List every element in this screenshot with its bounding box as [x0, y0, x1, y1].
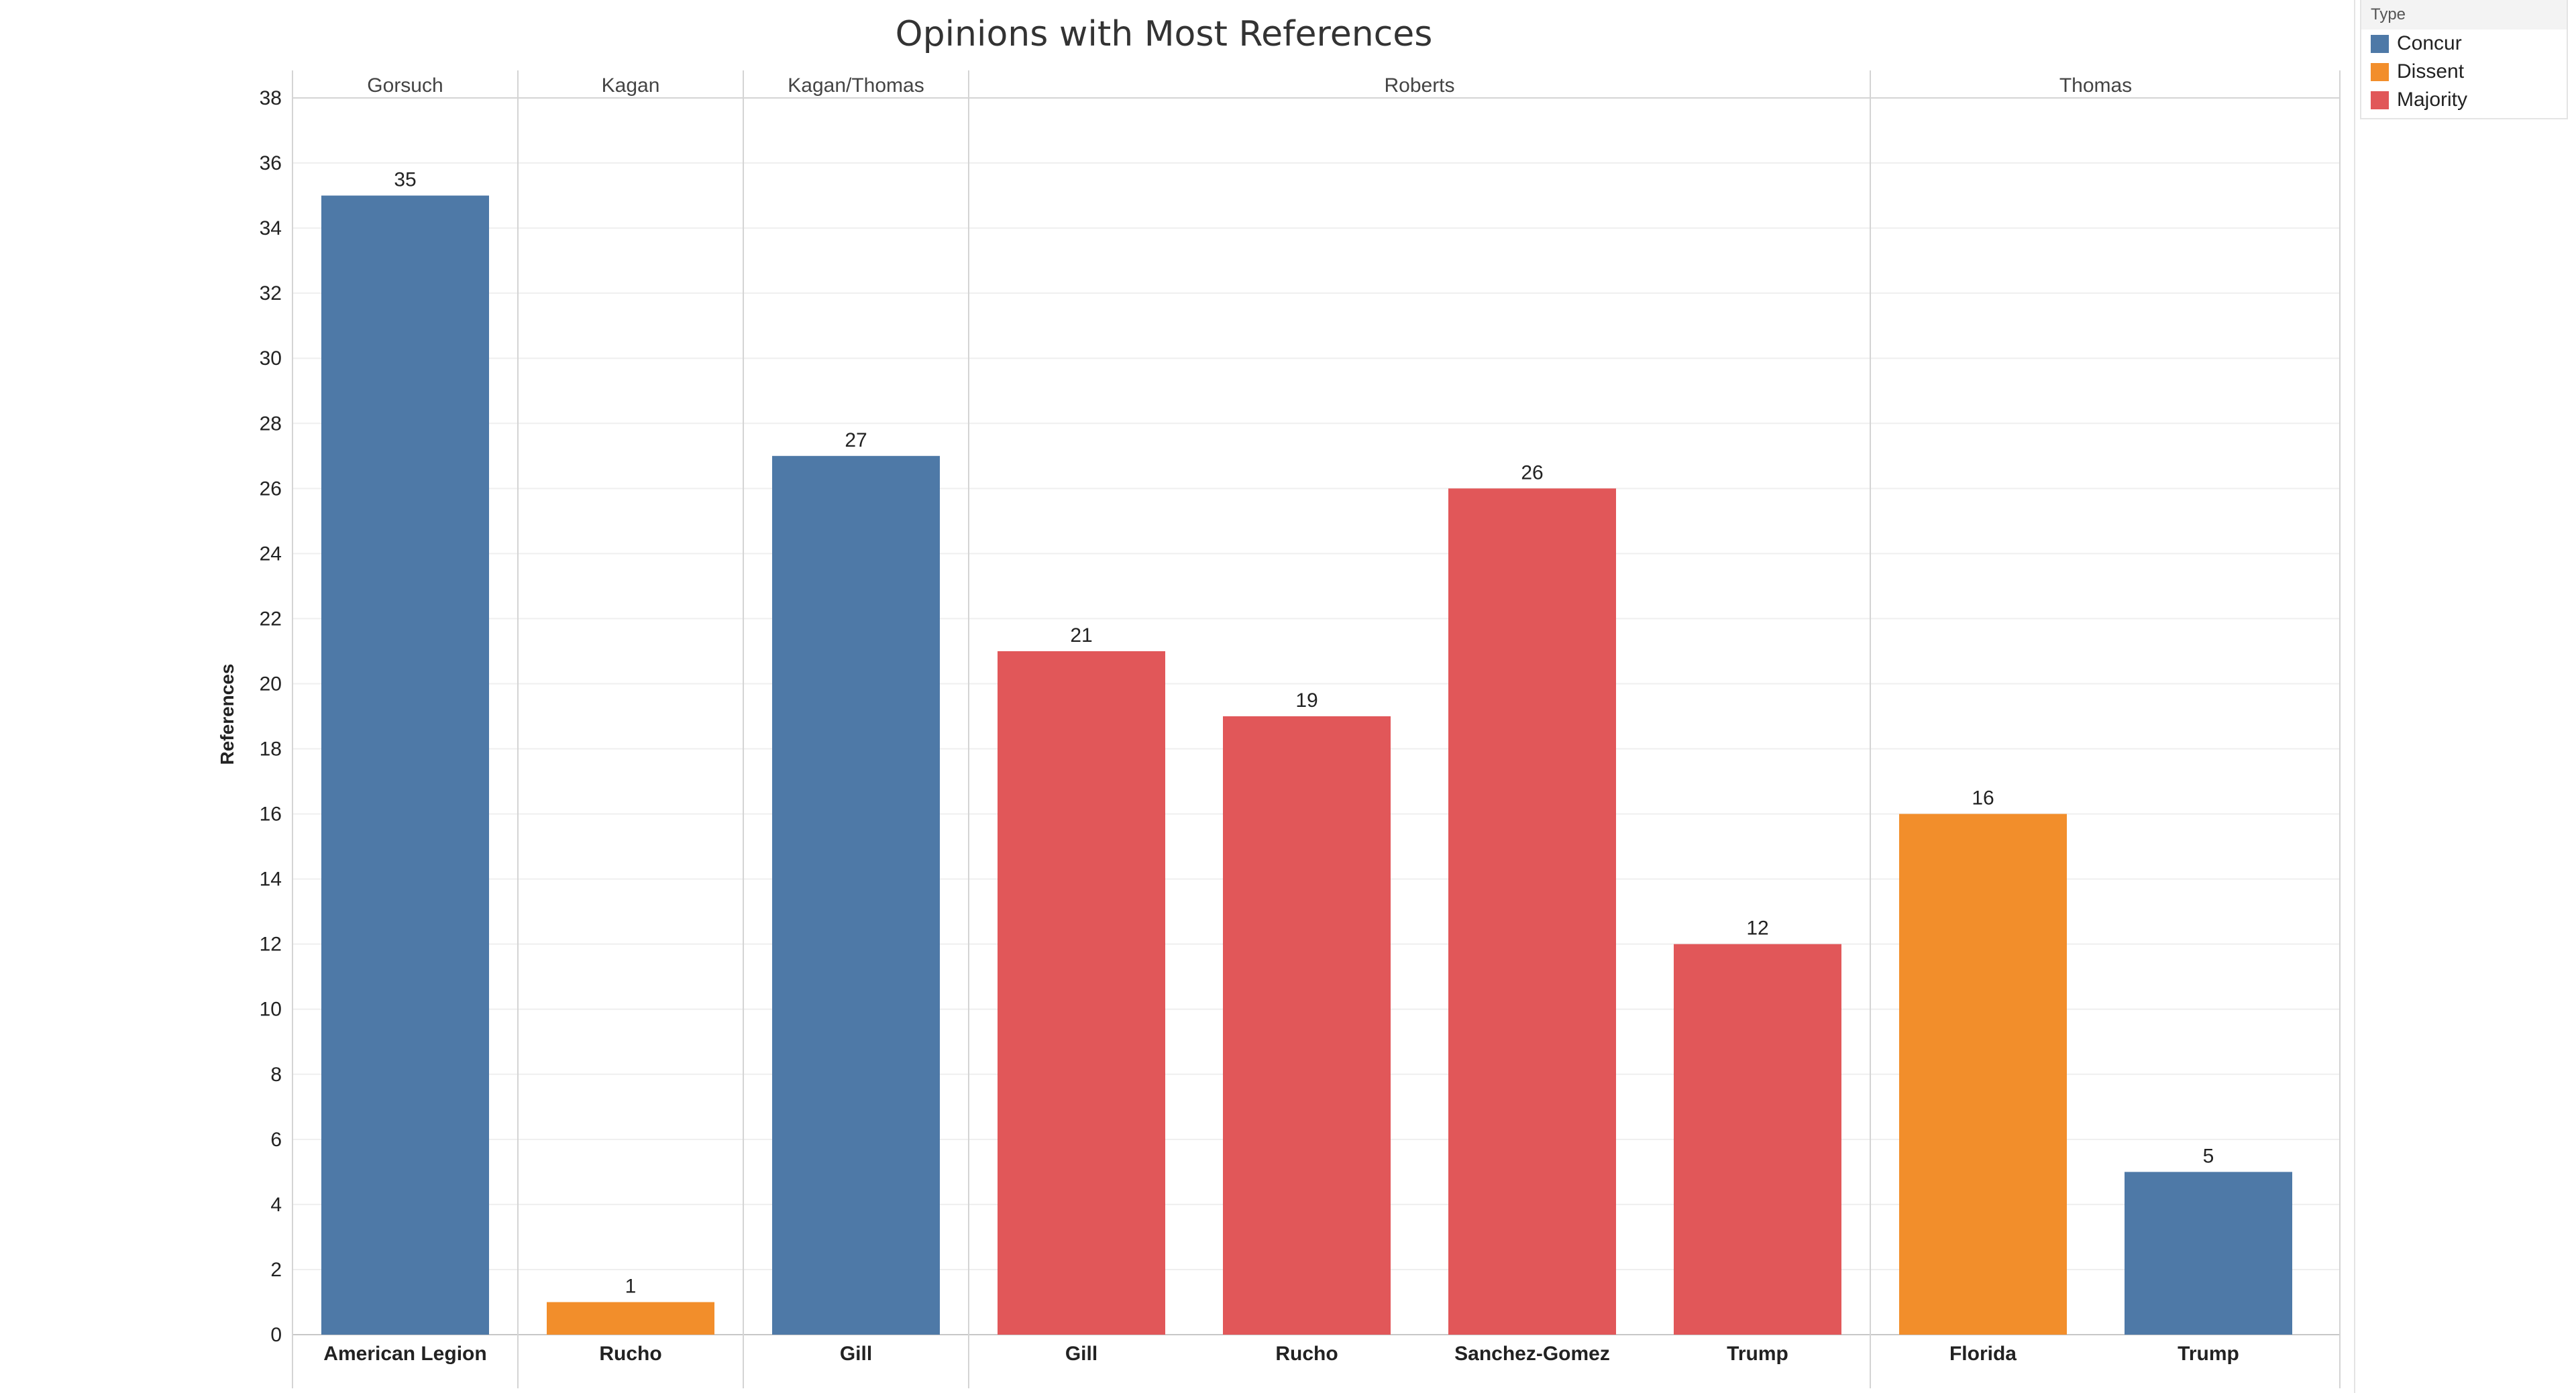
bars	[321, 195, 2292, 1335]
data-label: 5	[2203, 1145, 2214, 1167]
legend-swatch-concur	[2371, 34, 2389, 53]
data-label: 27	[845, 429, 867, 451]
category-label: Rucho	[599, 1343, 661, 1365]
y-tick-label: 34	[260, 217, 282, 239]
group-header: Kagan/Thomas	[788, 74, 924, 97]
legend-item-dissent[interactable]: Dissent	[2361, 58, 2567, 86]
gridlines	[292, 97, 2340, 1270]
bar-majority[interactable]	[1448, 488, 1616, 1335]
bar-majority[interactable]	[1674, 944, 1841, 1335]
group-header: Thomas	[2059, 74, 2132, 97]
legend-label-dissent: Dissent	[2397, 60, 2465, 82]
y-tick-label: 14	[260, 869, 282, 891]
legend: Type Concur Dissent Majority	[2360, 0, 2568, 119]
legend-swatch-majority	[2371, 91, 2389, 109]
category-label: American Legion	[323, 1343, 486, 1365]
data-label: 35	[394, 169, 416, 191]
y-tick-label: 38	[260, 87, 282, 109]
bar-majority[interactable]	[998, 651, 1165, 1335]
bar-concur[interactable]	[2125, 1172, 2292, 1335]
y-tick-label: 26	[260, 478, 282, 500]
legend-item-concur[interactable]: Concur	[2361, 30, 2567, 58]
y-tick-label: 4	[270, 1194, 282, 1216]
category-labels: American Legion Rucho Gill Gill Rucho Sanchez…	[323, 1343, 2239, 1365]
category-label: Sanchez-Gomez	[1454, 1343, 1610, 1365]
bar-majority[interactable]	[1223, 716, 1391, 1335]
legend-label-majority: Majority	[2397, 89, 2468, 111]
y-axis-label: References	[217, 664, 237, 765]
column-headers: Gorsuch Kagan Kagan/Thomas Roberts Thomas	[367, 74, 2132, 97]
bar-dissent[interactable]	[1899, 814, 2067, 1335]
legend-label-concur: Concur	[2397, 32, 2462, 54]
y-tick-label: 28	[260, 412, 282, 435]
legend-item-majority[interactable]: Majority	[2361, 86, 2567, 114]
category-label: Trump	[2178, 1343, 2239, 1365]
data-labels: 35 1 27 21 19 26 12 16 5	[394, 169, 2214, 1298]
group-header: Gorsuch	[367, 74, 443, 97]
group-header: Roberts	[1384, 74, 1454, 97]
category-label: Rucho	[1275, 1343, 1338, 1365]
y-tick-label: 24	[260, 543, 282, 565]
y-tick-label: 0	[270, 1324, 282, 1346]
category-label: Gill	[840, 1343, 872, 1365]
legend-title: Type	[2361, 0, 2567, 30]
data-label: 21	[1070, 624, 1092, 647]
y-tick-label: 30	[260, 347, 282, 370]
y-tick-label: 8	[270, 1064, 282, 1086]
data-label: 19	[1295, 689, 1318, 712]
chart-title: Opinions with Most References	[896, 14, 1433, 54]
category-label: Trump	[1727, 1343, 1788, 1365]
y-tick-label: 16	[260, 803, 282, 826]
data-label: 1	[625, 1275, 637, 1297]
y-tick-label: 18	[260, 738, 282, 761]
data-label: 26	[1521, 461, 1543, 484]
y-tick-label: 12	[260, 934, 282, 956]
bar-concur[interactable]	[772, 455, 940, 1335]
legend-swatch-dissent	[2371, 62, 2389, 81]
category-label: Florida	[1949, 1343, 2017, 1365]
data-label: 16	[1972, 787, 1994, 810]
y-tick-label: 36	[260, 152, 282, 174]
y-tick-label: 6	[270, 1129, 282, 1151]
y-tick-label: 20	[260, 673, 282, 695]
y-tick-label: 2	[270, 1259, 282, 1281]
data-label: 12	[1746, 917, 1768, 940]
y-tick-label: 22	[260, 608, 282, 630]
bar-concur[interactable]	[321, 195, 489, 1335]
bar-dissent[interactable]	[547, 1302, 714, 1335]
y-tick-label: 32	[260, 282, 282, 304]
y-tick-label: 10	[260, 999, 282, 1021]
category-label: Gill	[1065, 1343, 1097, 1365]
group-header: Kagan	[602, 74, 660, 97]
